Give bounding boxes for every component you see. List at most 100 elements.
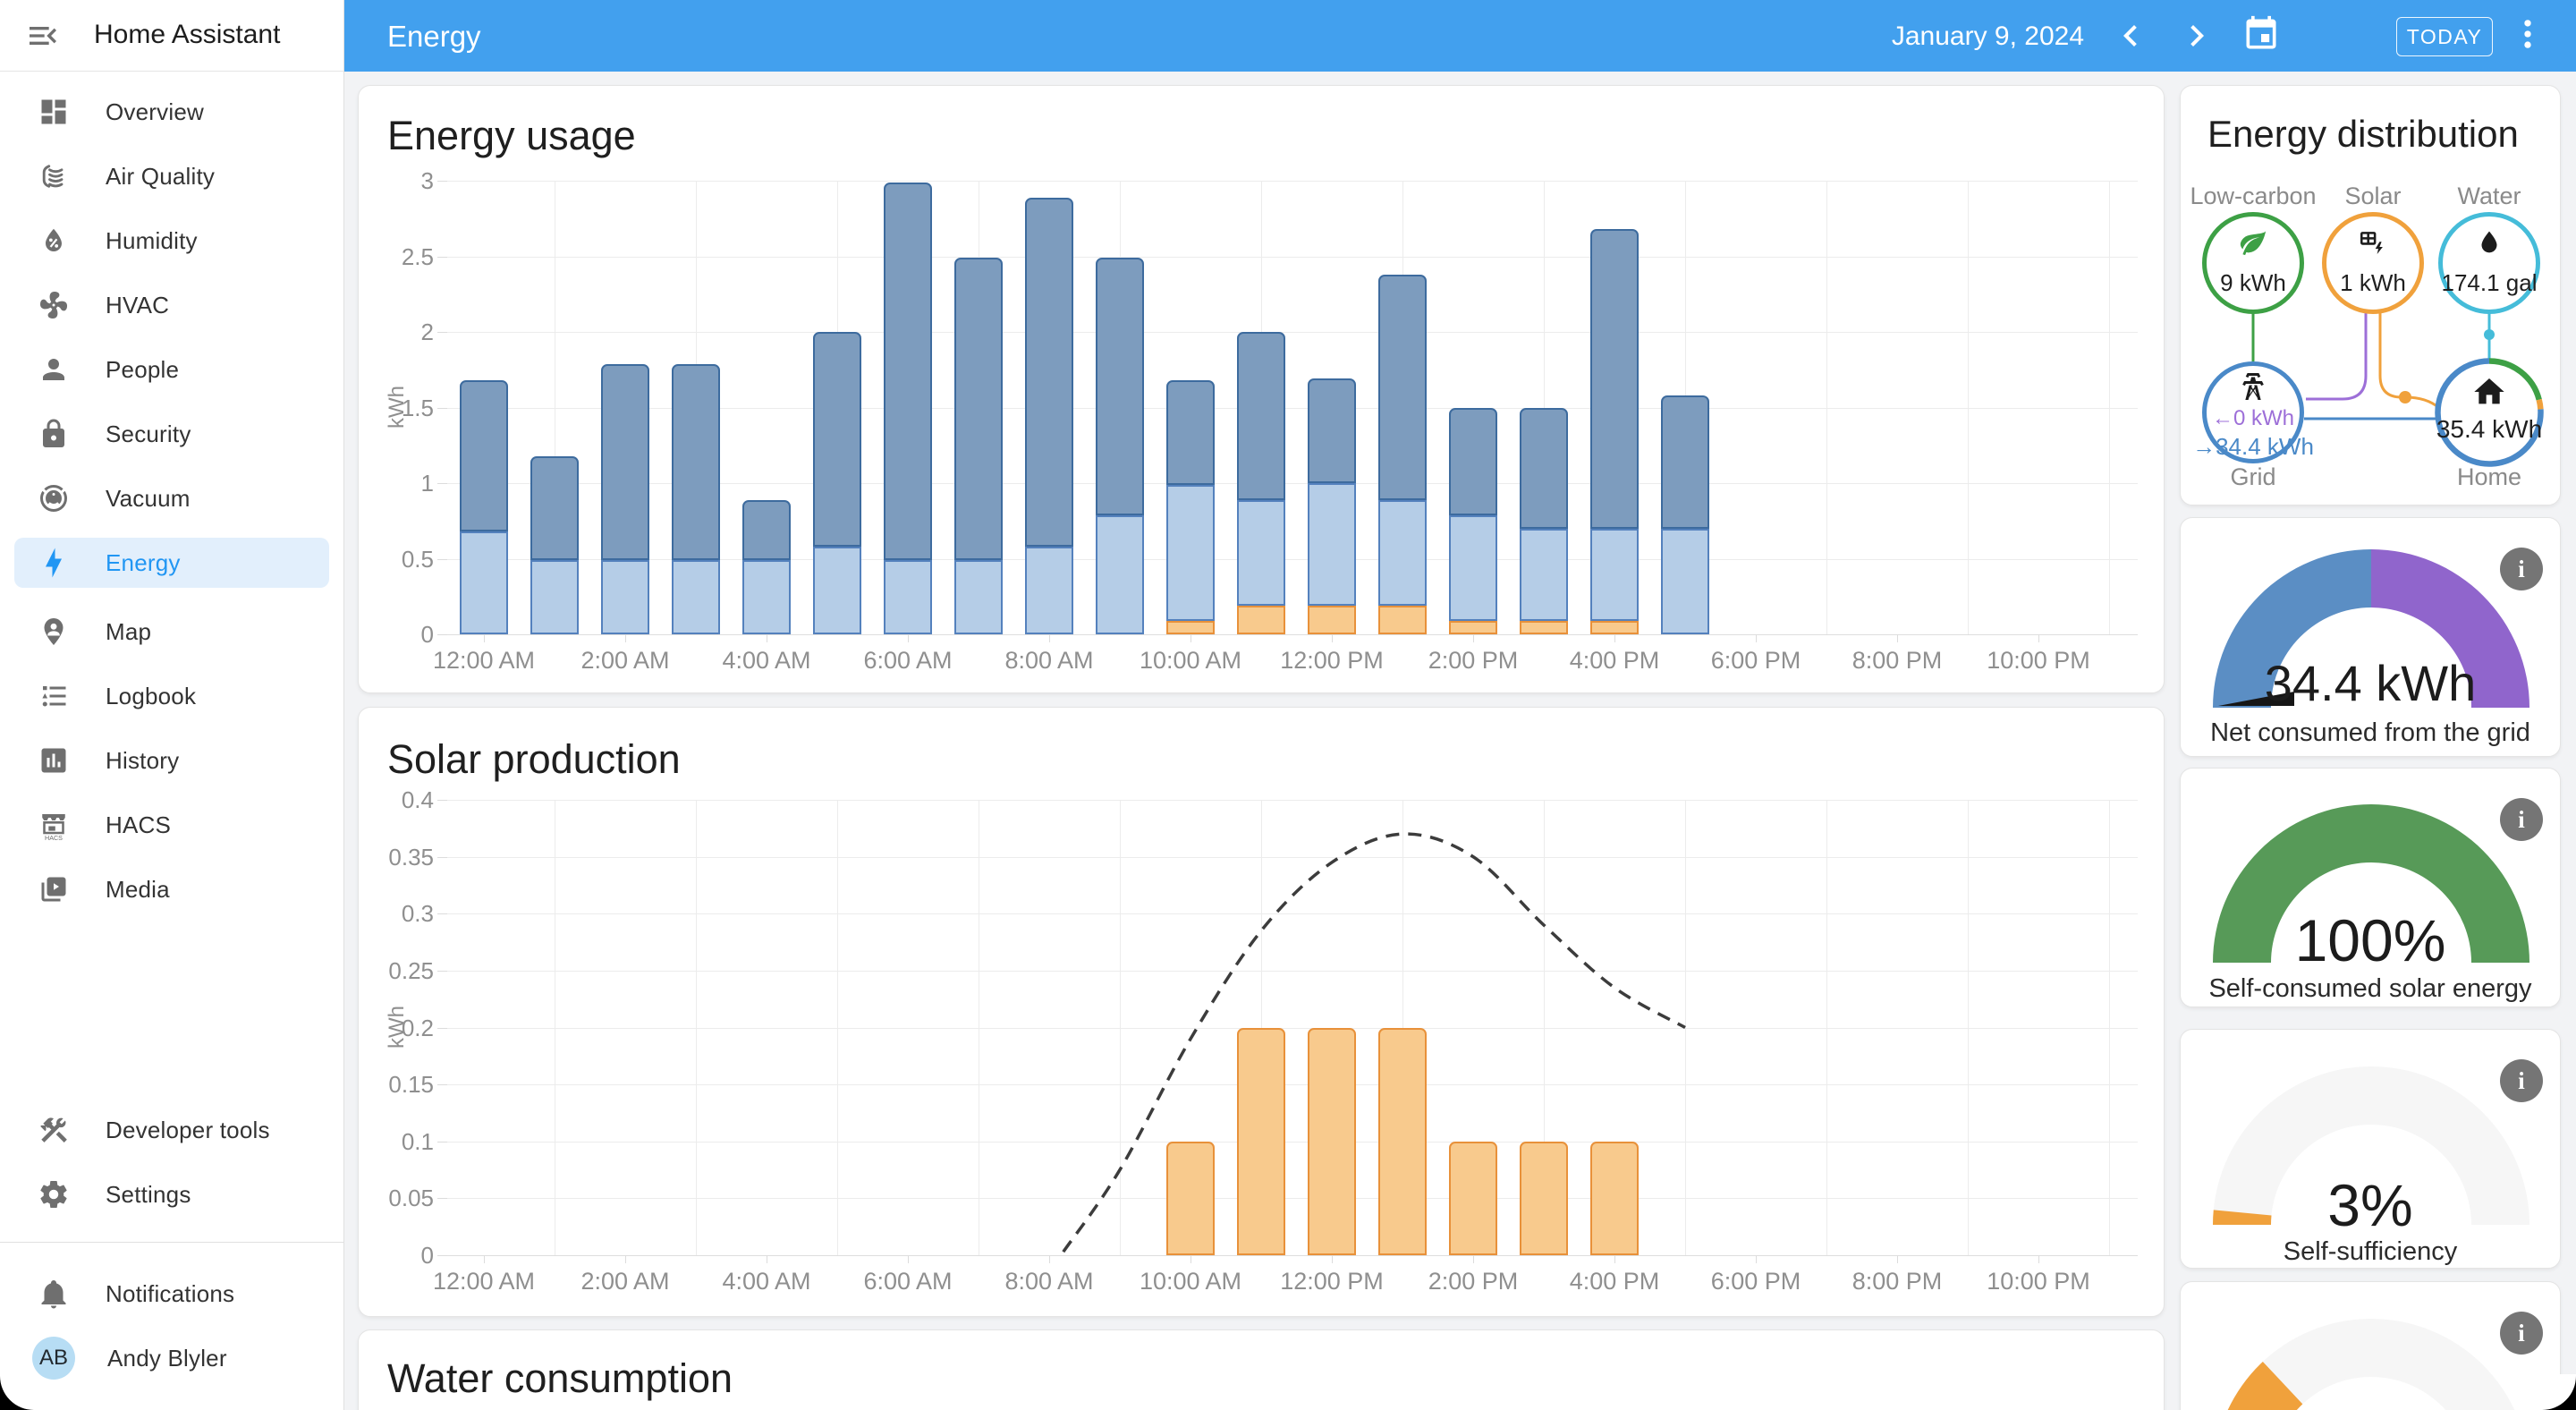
humidity-icon bbox=[46, 228, 62, 251]
x-tick bbox=[908, 634, 909, 642]
energy-bolt-icon bbox=[38, 547, 70, 579]
app-header: Energy January 9, 2024 TODAY bbox=[344, 0, 2576, 72]
developer-tools-icon bbox=[40, 1117, 67, 1142]
sidebar-item-vacuum[interactable]: Vacuum bbox=[14, 473, 329, 523]
page-title: Energy bbox=[387, 20, 481, 53]
low-carbon-node[interactable] bbox=[2202, 212, 2304, 314]
y-axis-title: kWh bbox=[385, 385, 409, 429]
x-tick-label: 2:00 PM bbox=[1428, 1268, 1519, 1295]
sidebar-item-label: Energy bbox=[106, 548, 181, 576]
usage-bar-segment bbox=[1661, 528, 1709, 634]
chevron-right-icon[interactable] bbox=[2175, 14, 2218, 57]
humidity-icon bbox=[38, 225, 70, 257]
gridline bbox=[1544, 181, 1545, 634]
water-node[interactable] bbox=[2438, 212, 2540, 314]
sidebar-item-logbook[interactable]: Logbook bbox=[14, 671, 329, 721]
y-tick bbox=[437, 558, 447, 560]
home-node[interactable] bbox=[2431, 354, 2547, 471]
sidebar-item-people[interactable]: People bbox=[14, 344, 329, 395]
usage-bar-segment bbox=[672, 363, 720, 561]
sidebar-item-profile[interactable]: AB Andy Blyler bbox=[14, 1333, 329, 1383]
usage-bar-segment bbox=[813, 332, 861, 547]
energy-bolt-icon bbox=[46, 548, 62, 578]
x-tick-label: 6:00 AM bbox=[863, 647, 953, 674]
sidebar-item-settings[interactable]: Settings bbox=[14, 1169, 329, 1219]
gridline bbox=[447, 181, 2138, 182]
chevron-left-icon[interactable] bbox=[2109, 14, 2152, 57]
usage-bar-segment bbox=[672, 560, 720, 634]
sidebar-item-label: HVAC bbox=[106, 291, 170, 319]
sidebar-item-air-quality[interactable]: Air Quality bbox=[14, 151, 329, 201]
gridline bbox=[447, 407, 2138, 409]
gridline bbox=[2109, 800, 2110, 1255]
solar-value: 1 kWh bbox=[2340, 269, 2406, 296]
gridline bbox=[447, 256, 2138, 258]
sidebar-item-media[interactable]: Media bbox=[14, 864, 329, 914]
gridline bbox=[447, 558, 2138, 560]
sidebar-item-map[interactable]: Map bbox=[14, 607, 329, 657]
sidebar-item-notifications[interactable]: Notifications bbox=[14, 1269, 329, 1319]
sidebar-item-label: Media bbox=[106, 875, 170, 903]
x-tick-label: 4:00 AM bbox=[722, 647, 811, 674]
sidebar-item-humidity[interactable]: Humidity bbox=[14, 216, 329, 266]
y-tick bbox=[437, 1255, 447, 1256]
y-tick-label: 3 bbox=[420, 167, 434, 194]
usage-bar-segment bbox=[1449, 407, 1497, 515]
home-icon bbox=[2471, 374, 2507, 410]
x-tick bbox=[2038, 634, 2039, 642]
sidebar-item-label: People bbox=[106, 355, 180, 383]
y-tick-label: 0 bbox=[420, 1242, 434, 1269]
sidebar-item-developer-tools[interactable]: Developer tools bbox=[14, 1105, 329, 1155]
x-tick bbox=[908, 1255, 909, 1263]
usage-bar-segment bbox=[1237, 332, 1285, 500]
info-icon[interactable]: i bbox=[2500, 1312, 2543, 1355]
calendar-icon[interactable] bbox=[2241, 14, 2284, 57]
sidebar-item-security[interactable]: Security bbox=[14, 409, 329, 459]
sidebar-item-history[interactable]: History bbox=[14, 735, 329, 786]
info-icon[interactable]: i bbox=[2500, 798, 2543, 841]
sidebar-item-hvac[interactable]: HVAC bbox=[14, 280, 329, 330]
usage-bar-segment bbox=[1590, 528, 1639, 621]
solar-production-chart bbox=[447, 800, 2138, 1256]
partial-gauge-card: i bbox=[2180, 1281, 2561, 1410]
security-lock-icon bbox=[43, 419, 64, 447]
sidebar-footer-nav: Notifications AB Andy Blyler bbox=[0, 1254, 343, 1383]
grid-neutrality-gauge-card: 34.4 kWh Net consumed from the grid i bbox=[2180, 517, 2561, 757]
distribution-flow-lines bbox=[2251, 312, 2495, 420]
y-tick bbox=[437, 256, 447, 258]
x-tick-label: 8:00 PM bbox=[1852, 1268, 1943, 1295]
sidebar-item-energy[interactable]: Energy bbox=[14, 538, 329, 588]
grid-node[interactable] bbox=[2202, 361, 2304, 463]
today-button[interactable]: TODAY bbox=[2396, 17, 2493, 56]
gridline bbox=[447, 332, 2138, 333]
gridline bbox=[1120, 800, 1121, 1255]
menu-open-icon[interactable] bbox=[25, 18, 61, 54]
x-tick bbox=[1897, 634, 1898, 642]
solar-bar bbox=[1378, 1027, 1427, 1255]
sidebar-item-label: Security bbox=[106, 420, 191, 447]
solar-node[interactable] bbox=[2322, 212, 2424, 314]
low-carbon-label: Low-carbon bbox=[2190, 183, 2317, 209]
x-tick-label: 12:00 PM bbox=[1280, 647, 1384, 674]
y-tick-label: 0.4 bbox=[401, 786, 434, 813]
logbook-icon bbox=[38, 680, 70, 712]
info-icon[interactable]: i bbox=[2500, 548, 2543, 590]
x-tick bbox=[625, 634, 626, 642]
water-value: 174.1 gal bbox=[2441, 269, 2538, 296]
sidebar-item-overview[interactable]: Overview bbox=[14, 87, 329, 137]
info-icon[interactable]: i bbox=[2500, 1059, 2543, 1102]
usage-bar-segment bbox=[1025, 546, 1073, 634]
gridline bbox=[1968, 800, 1969, 1255]
sidebar-item-label: HACS bbox=[106, 811, 172, 838]
gridline bbox=[447, 970, 2138, 972]
x-tick bbox=[1756, 634, 1757, 642]
x-tick-label: 6:00 AM bbox=[863, 1268, 953, 1295]
x-tick-label: 8:00 AM bbox=[1004, 1268, 1094, 1295]
logbook-icon bbox=[42, 686, 66, 707]
sidebar-item-label: Vacuum bbox=[106, 484, 191, 512]
y-tick-label: 0.05 bbox=[388, 1185, 434, 1212]
sidebar-item-hacs[interactable]: HACS HACS bbox=[14, 800, 329, 850]
sidebar-divider bbox=[0, 1242, 343, 1243]
grid-consumed-value: →34.4 kWh bbox=[2192, 433, 2314, 460]
kebab-menu-icon[interactable] bbox=[2508, 14, 2551, 57]
